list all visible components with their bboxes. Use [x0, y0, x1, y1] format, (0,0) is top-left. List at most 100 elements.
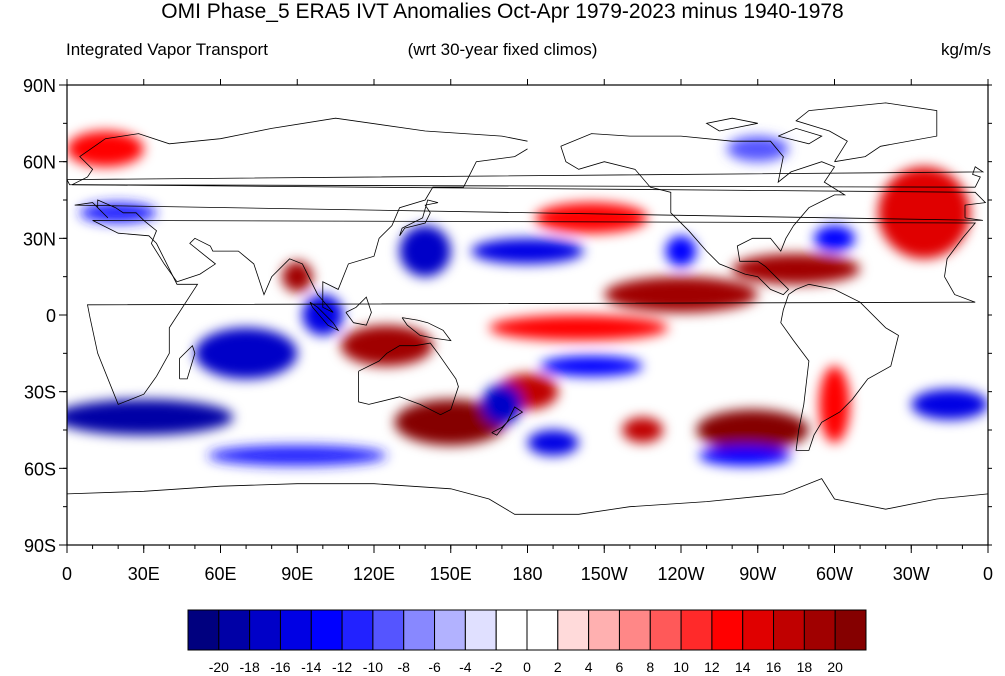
lon-tick-label: 180 [512, 564, 542, 584]
colorbar-swatch [742, 609, 775, 651]
anomaly-field [67, 131, 988, 466]
anomaly-positive-12 [622, 417, 664, 443]
map-background [67, 85, 988, 545]
colorbar-tick-label: -20 [209, 659, 229, 675]
anomaly-positive-7 [281, 261, 313, 292]
colorbar-swatch [310, 609, 343, 651]
variable-label: Integrated Vapor Transport [66, 40, 268, 59]
anomaly-negative-26 [727, 136, 789, 162]
coastline-segment [345, 296, 372, 326]
colorbar: -20 -18 -16 -14 -12 -10 -8 -6 -4 -2 0 2 4 6 8 10 12 14 16 1… [187, 609, 867, 675]
colorbar-swatch [711, 609, 744, 651]
colorbar-tick-label: -6 [428, 659, 441, 675]
coastline-segment [309, 301, 340, 332]
lat-tick-label: 30S [24, 383, 56, 403]
coastline-segment [87, 220, 977, 405]
coastline-segment [399, 199, 439, 237]
colorbar-swatch [680, 609, 713, 651]
colorbar-swatch [218, 609, 251, 651]
colorbar-swatch [588, 609, 620, 651]
colorbar-tick-label: -16 [270, 659, 290, 675]
colorbar-tick-label: 18 [797, 659, 813, 675]
coastline-segment [67, 478, 988, 515]
anomaly-positive-2 [732, 253, 861, 285]
colorbar-swatch [773, 609, 805, 651]
coastline-segment [358, 342, 459, 416]
coastline-segment [705, 117, 758, 132]
colorbar-swatch [526, 609, 559, 651]
anomaly-negative-20 [540, 355, 643, 377]
colorbar-swatch [434, 609, 466, 651]
lat-tick-label: 60S [24, 459, 56, 479]
colorbar-tick-label: 8 [646, 659, 654, 675]
colorbar-tick-label: -18 [240, 659, 260, 675]
colorbar-swatch [834, 609, 867, 651]
colorbar-tick-label: 4 [585, 659, 593, 675]
lon-tick-label: 120W [657, 564, 704, 584]
colorbar-tick-label: 12 [704, 659, 720, 675]
anomaly-negative-17 [302, 294, 344, 336]
anomaly-negative-24 [814, 225, 855, 252]
colorbar-swatch [341, 609, 374, 651]
colorbar-swatch [464, 609, 497, 651]
coastline-segment [491, 406, 524, 436]
coastline-segment [778, 127, 823, 145]
lon-tick-label: 60W [816, 564, 853, 584]
colorbar-swatch [495, 609, 528, 651]
anomaly-positive-6 [535, 202, 648, 234]
lon-tick-label: 150W [581, 564, 628, 584]
lat-tick-label: 60N [23, 153, 56, 173]
colorbar-tick-label: -8 [398, 659, 411, 675]
colorbar-tick-label: 14 [735, 659, 751, 675]
colorbar-tick-label: 16 [766, 659, 782, 675]
colorbar-swatch [279, 609, 312, 651]
colorbar-tick-label: 2 [554, 659, 562, 675]
anomaly-negative-13 [67, 399, 234, 436]
longitude-axis: 0 30E 60E 90E 120E 150E 180 150W 120W 90W 60W 30W 0 [62, 79, 993, 584]
anomaly-negative-19 [911, 389, 988, 420]
anomaly-negative-27 [207, 445, 387, 466]
colorbar-swatch [618, 609, 651, 651]
units-label: kg/m/s [940, 40, 991, 59]
anomaly-negative-22 [527, 430, 579, 456]
lon-tick-label: 0 [983, 564, 993, 584]
coastline-segment [780, 283, 899, 451]
coastline-segment [560, 133, 847, 296]
lon-tick-label: 60E [204, 564, 236, 584]
anomaly-positive-9 [819, 366, 850, 443]
colorbar-swatch [557, 609, 590, 651]
lon-tick-label: 150E [430, 564, 472, 584]
colorbar-tick-label: -10 [363, 659, 383, 675]
anomaly-negative-14 [194, 327, 298, 379]
lon-tick-label: 30W [893, 564, 930, 584]
coastline-segment [74, 148, 983, 313]
anomaly-positive-1 [696, 409, 809, 451]
anomaly-positive-5 [877, 166, 971, 259]
lon-tick-label: 30E [128, 564, 160, 584]
colorbar-tick-label: -2 [490, 659, 503, 675]
lon-tick-label: 0 [62, 564, 72, 584]
coastline-segment [71, 117, 987, 218]
anomaly-positive-10 [67, 131, 144, 167]
colorbar-tick-label: -12 [332, 659, 352, 675]
lon-tick-label: 90E [281, 564, 313, 584]
lat-tick-label: 0 [46, 306, 56, 326]
colorbar-swatch [649, 609, 682, 651]
anomaly-negative-21 [481, 384, 523, 425]
colorbar-swatch [187, 609, 220, 651]
latitude-axis: 90N 60N 30N 0 30S 60S 90S [23, 76, 992, 556]
anomaly-positive-8 [489, 315, 669, 341]
anomaly-positive-4 [340, 325, 433, 367]
map-title: OMI Phase_5 ERA5 IVT Anomalies Oct-Apr 1… [161, 0, 844, 23]
colorbar-swatch [372, 609, 405, 651]
anomaly-negative-23 [665, 235, 697, 267]
lon-tick-label: 90W [739, 564, 776, 584]
anomaly-negative-15 [399, 225, 451, 277]
anomaly-negative-16 [471, 238, 584, 264]
colorbar-swatch [403, 609, 436, 651]
colorbar-tick-label: -4 [459, 659, 472, 675]
map-area: 90N 60N 30N 0 30S 60S 90S 0 30E 60E 90E 120E 150E 18… [23, 76, 993, 584]
lat-tick-label: 90N [23, 76, 56, 96]
lat-tick-label: 30N [23, 229, 56, 249]
